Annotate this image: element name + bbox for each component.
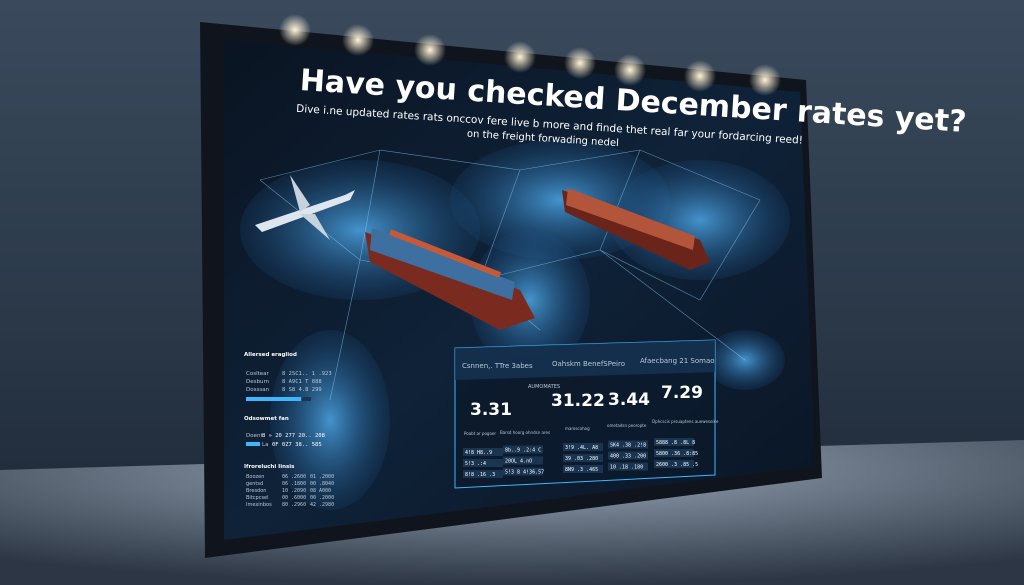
rate-value: 3.44	[608, 390, 650, 410]
svg-text:0F 0Z7 38.. 585: 0F 0Z7 38.. 585	[272, 442, 322, 448]
svg-text:42 .2980: 42 .2980	[310, 502, 334, 508]
cargo-ship-large	[365, 228, 535, 330]
table-cell: 39 .03 .280	[565, 456, 598, 462]
svg-text:8 » 20 277 20.. 208: 8 » 20 277 20.. 208	[262, 433, 325, 439]
table-cell: 3!9 .4L. A8	[565, 445, 598, 451]
table-cell-bg	[608, 440, 648, 449]
svg-text:Odsowmet fan: Odsowmet fan	[244, 416, 289, 422]
table-cell-bg	[563, 465, 603, 473]
billboard-lamps	[279, 14, 781, 96]
svg-text:maroscohog: maroscohog	[565, 426, 590, 431]
table-cell: 8!8 .16 .3	[465, 472, 495, 478]
svg-text:ometadsn peoropte: ometadsn peoropte	[607, 423, 647, 428]
svg-text:Doent: Doent	[246, 433, 263, 439]
svg-text:08 A000: 08 A000	[310, 488, 331, 494]
table-cell-bg	[463, 459, 503, 467]
svg-text:Barsd hoorg ohndsn ares: Barsd hoorg ohndsn ares	[500, 430, 550, 435]
svg-text:Desburn: Desburn	[246, 379, 270, 385]
table-cell-bg	[608, 462, 648, 471]
table-cell: SK4 .38 .2!8	[610, 443, 646, 449]
svg-text:Bitcpcsel: Bitcpcsel	[246, 495, 269, 501]
table-cell: 5800 .36 .8:85	[656, 451, 698, 457]
svg-text:Dosssan: Dosssan	[246, 387, 270, 393]
rate-value: 3.31	[470, 400, 512, 420]
svg-text:Cosltear: Cosltear	[246, 371, 270, 377]
svg-text:Boozen: Boozen	[246, 474, 264, 480]
table-cell: 20OL 4.nO	[505, 459, 532, 465]
airplane-icon	[255, 175, 355, 240]
table-cell-bg	[463, 470, 503, 478]
svg-text:00 .8040: 00 .8040	[310, 481, 334, 487]
svg-text:00 .6000: 00 .6000	[282, 495, 306, 501]
svg-text:06 .1800: 06 .1800	[282, 481, 306, 487]
svg-text:Bresdon: Bresdon	[246, 488, 266, 494]
rate-value: 7.29	[661, 383, 703, 403]
svg-text:Poabt ar pogoer: Poabt ar pogoer	[464, 431, 496, 436]
table-cell-bg	[608, 451, 648, 460]
svg-text:Allersed eragliod: Allersed eragliod	[244, 352, 297, 358]
rates-panel: Csnnen,. TTre 3abes Oahskm BenefSPeiro A…	[454, 339, 719, 489]
table-cell-bg	[503, 456, 543, 465]
table-cell: 10 .18 .180	[610, 465, 643, 471]
svg-text:8 2SC1.. 1 .923: 8 2SC1.. 1 .923	[282, 371, 332, 377]
svg-text:01 .2000: 01 .2000	[310, 474, 334, 480]
table-cell-bg	[503, 445, 543, 454]
progress-bar	[246, 397, 302, 401]
table-cell-bg	[654, 460, 694, 468]
svg-text:AUMOMATES: AUMOMATES	[528, 384, 560, 390]
svg-text:10 .2090: 10 .2090	[282, 488, 306, 494]
cargo-ship-small	[562, 188, 710, 270]
table-cell-bg	[654, 449, 694, 457]
svg-text:Dphcscis prsuaptens aueweseive: Dphcscis prsuaptens aueweseive	[652, 419, 719, 424]
table-cell: 8b..9 .2:4 C	[505, 448, 541, 454]
table-cell-bg	[563, 443, 603, 451]
svg-text:80 .2960: 80 .2960	[282, 502, 306, 508]
table-cell: 5!3 8 4!36.57	[505, 470, 544, 476]
table-cell-bg	[503, 467, 543, 476]
table-cell-bg	[563, 454, 603, 462]
tab-1[interactable]: Csnnen,. TTre 3abes	[462, 362, 533, 370]
svg-text:Imexinbos: Imexinbos	[246, 502, 272, 508]
table-cell: 5!3 .:4	[465, 461, 486, 467]
svg-text:00 .2000: 00 .2000	[310, 495, 334, 501]
tab-2[interactable]: Oahskm BenefSPeiro	[552, 360, 625, 368]
table-cell: 2600 .3 .85 .5	[656, 462, 698, 468]
svg-text:Ifroreluchi Iinsis: Ifroreluchi Iinsis	[244, 464, 295, 470]
table-cell: 8N9 .3 .465	[565, 467, 598, 473]
table-cell-bg	[654, 438, 694, 446]
tab-3[interactable]: Afaecbang 21 Somao	[640, 357, 715, 365]
svg-text:gentsd: gentsd	[246, 481, 263, 487]
svg-text:8 S8 4.8 299: 8 S8 4.8 299	[282, 387, 322, 393]
svg-text:8 A9C1 T 888: 8 A9C1 T 888	[282, 379, 322, 385]
table-cell-bg	[463, 448, 503, 456]
left-stats-panel: Allersed eragliod Cosltear 8 2SC1.. 1 .92…	[244, 352, 334, 508]
rate-value: 31.22	[551, 391, 605, 411]
table-cell: 5888 .8 .8L 8	[656, 440, 695, 446]
table-cell: 4!8 H8..9	[465, 450, 492, 456]
svg-text:06 .2600: 06 .2600	[282, 474, 306, 480]
table-cell: 400 .33 .200	[610, 454, 646, 460]
svg-text:La: La	[262, 442, 268, 448]
